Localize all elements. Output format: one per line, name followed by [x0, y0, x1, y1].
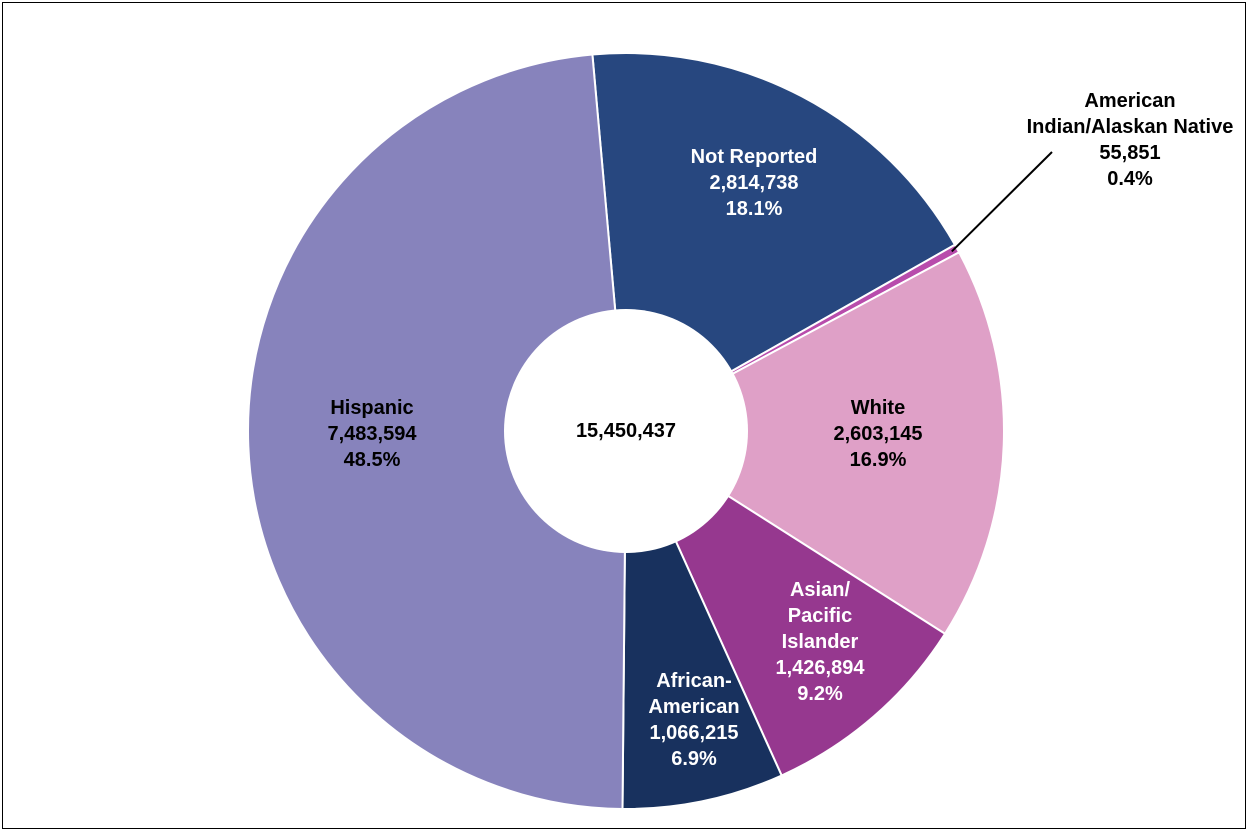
- slice-hispanic: [246, 53, 628, 810]
- data-label-white: White 2,603,145 16.9%: [834, 397, 923, 471]
- data-label-hispanic: Hispanic 7,483,594 48.5%: [328, 397, 418, 471]
- donut-hole: [504, 309, 748, 553]
- data-label-asian-pacific-islander: Asian/Pacific Islander 1,426,894 9.2%: [776, 579, 866, 705]
- center-total-label: 15,450,437: [576, 420, 676, 442]
- data-label-african-american: African-American 1,066,215 6.9%: [648, 670, 739, 770]
- slice-white: [624, 250, 1005, 636]
- data-label-not-reported: Not Reported 2,814,738 18.1%: [691, 146, 818, 220]
- leader-line-american-indian-alaskan-native: [951, 151, 1053, 253]
- data-label-american-indian-alaskan-native: American Indian/Alaskan Native 55,851 0.4%: [1027, 90, 1234, 190]
